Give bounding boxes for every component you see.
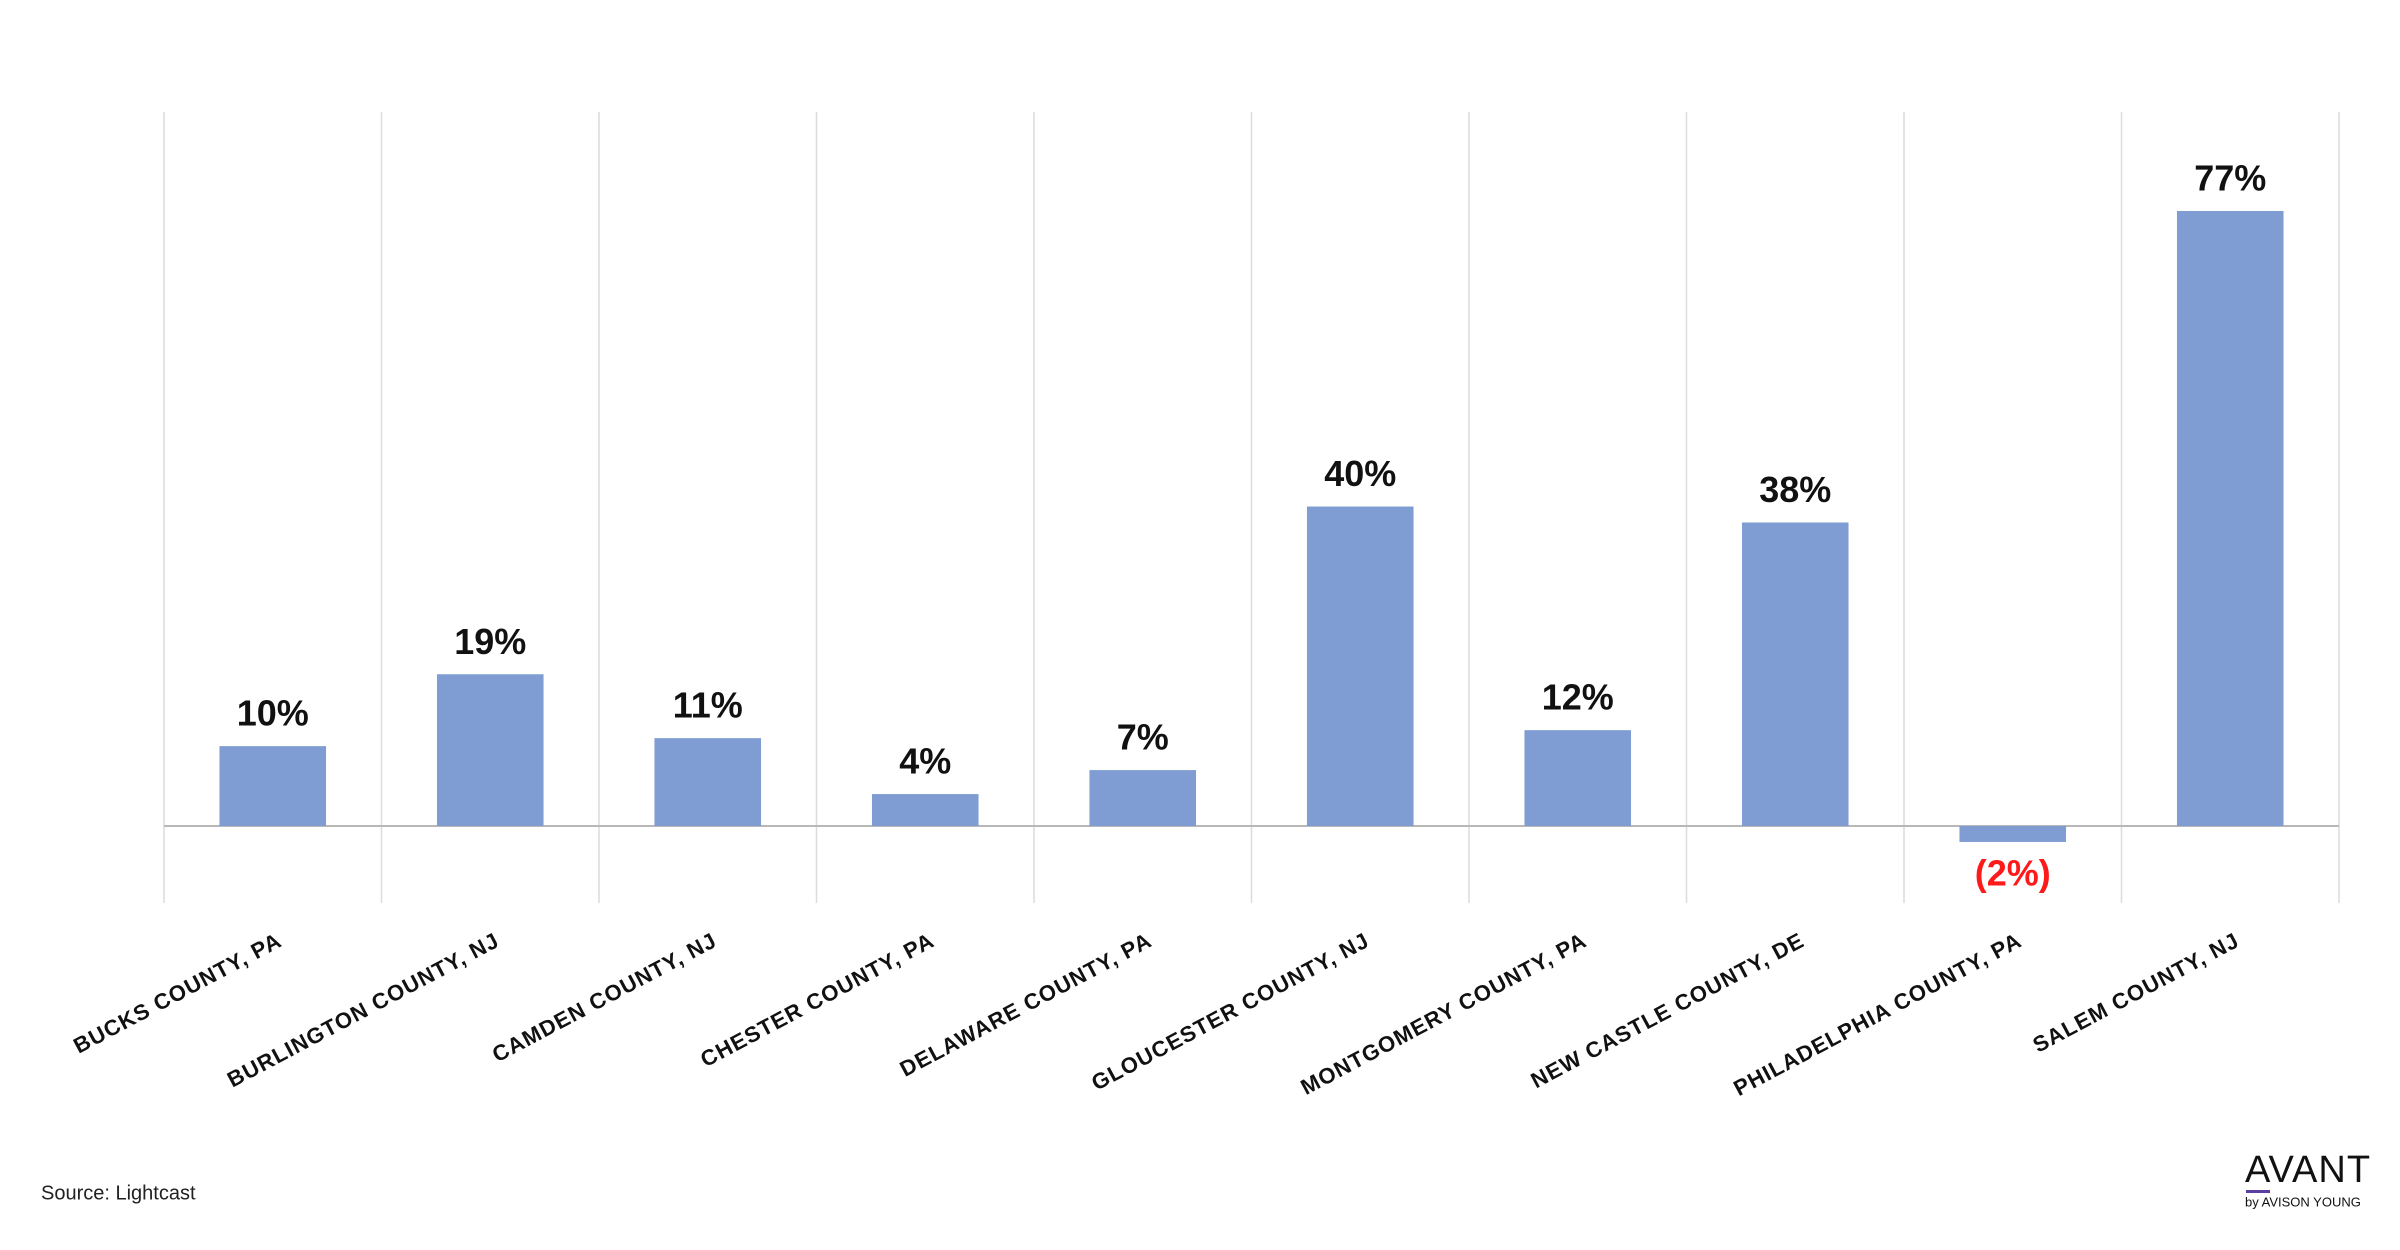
x-tick-label: CAMDEN COUNTY, NJ — [488, 927, 721, 1067]
bar — [436, 674, 544, 826]
brand-logo: AVANT — [2245, 1149, 2371, 1191]
value-label: 11% — [673, 685, 743, 726]
bar — [871, 794, 979, 826]
bar — [1959, 826, 2067, 842]
bar — [654, 738, 762, 826]
value-label: 77% — [2194, 158, 2266, 199]
x-tick-label: BUCKS COUNTY, PA — [69, 927, 286, 1058]
value-label: 7% — [1117, 717, 1169, 758]
bar — [1524, 730, 1632, 826]
value-label: 4% — [899, 741, 951, 782]
bar — [1741, 522, 1849, 826]
value-label: (2%) — [1975, 852, 2051, 893]
source-note: Source: Lightcast — [41, 1182, 196, 1204]
x-tick-label: SALEM COUNTY, NJ — [2029, 927, 2244, 1057]
brand-underline — [2246, 1190, 2270, 1193]
value-label: 38% — [1759, 469, 1831, 510]
bar — [219, 746, 327, 826]
value-label: 12% — [1542, 677, 1614, 718]
brand-sub: by AVISON YOUNG — [2245, 1194, 2361, 1209]
x-tick-label: CHESTER COUNTY, PA — [696, 927, 938, 1072]
value-label: 19% — [454, 621, 526, 662]
value-label: 40% — [1324, 453, 1396, 494]
bar — [1306, 506, 1414, 826]
bar — [2176, 211, 2284, 826]
bar — [1089, 770, 1197, 826]
value-label: 10% — [237, 693, 309, 734]
